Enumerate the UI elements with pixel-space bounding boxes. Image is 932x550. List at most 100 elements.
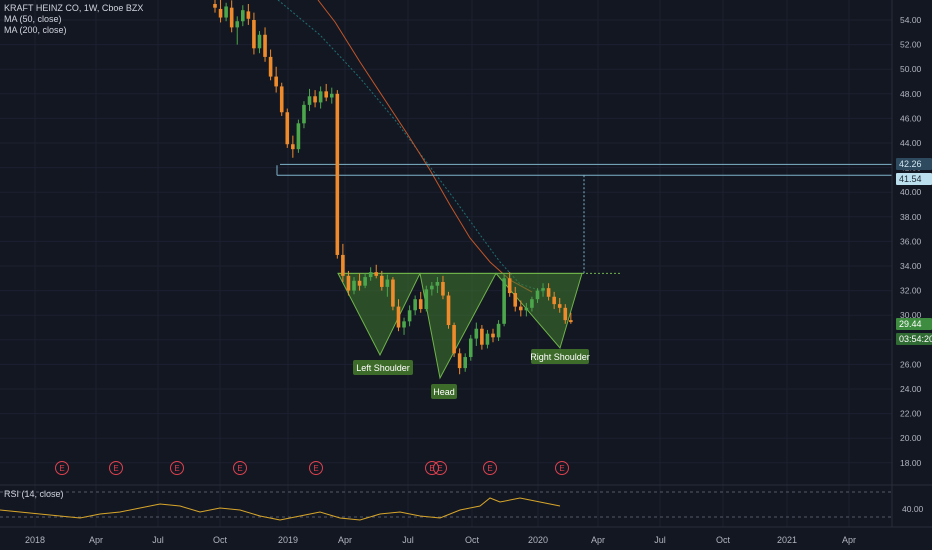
pattern-label: Head <box>433 387 455 397</box>
symbol-legend[interactable]: KRAFT HEINZ CO, 1W, Cboe BZX <box>4 3 144 13</box>
earnings-marker-label: E <box>174 464 179 473</box>
candle-body <box>513 293 518 307</box>
price-tick-label: 24.00 <box>900 384 922 394</box>
pattern-label: Right Shoulder <box>530 352 590 362</box>
candle-body <box>229 7 234 28</box>
time-tick-label: Apr <box>338 535 352 545</box>
candle-body <box>263 34 267 57</box>
candle-body <box>468 338 473 358</box>
candle-body <box>380 275 384 287</box>
price-tick-label: 34.00 <box>900 261 922 271</box>
price-tick-label: 26.00 <box>900 359 922 369</box>
rsi-legend[interactable]: RSI (14, close) <box>4 489 64 499</box>
candle-body <box>357 280 362 286</box>
candle-body <box>296 123 301 150</box>
candle-body <box>213 4 217 8</box>
time-tick-label: Oct <box>465 535 480 545</box>
earnings-marker <box>233 461 247 475</box>
candle-body <box>519 306 523 311</box>
time-tick-label: 2020 <box>528 535 548 545</box>
candle-body <box>268 56 273 77</box>
label-box <box>431 384 457 399</box>
candle-body <box>257 34 262 49</box>
rsi-tick-label: 40.00 <box>902 504 924 514</box>
candle-body <box>368 272 373 278</box>
earnings-marker-label: E <box>113 464 118 473</box>
earnings-marker <box>170 461 184 475</box>
candle-body <box>463 357 467 369</box>
time-tick-label: Apr <box>591 535 605 545</box>
pattern-label: Left Shoulder <box>356 363 410 373</box>
earnings-marker <box>483 461 497 475</box>
time-tick-label: 2019 <box>278 535 298 545</box>
candle-body <box>441 281 445 296</box>
label-box <box>353 360 413 375</box>
candle-body <box>546 288 551 297</box>
price-tick-label: 46.00 <box>900 113 922 123</box>
price-tick-label: 22.00 <box>900 409 922 419</box>
candle-body <box>218 8 223 18</box>
ma50-legend[interactable]: MA (50, close) <box>4 14 62 24</box>
earnings-marker <box>109 461 123 475</box>
price-tick-label: 30.00 <box>900 310 922 320</box>
candle-body <box>291 144 295 150</box>
time-tick-label: Oct <box>213 535 228 545</box>
price-tick-label: 32.00 <box>900 286 922 296</box>
candle-body <box>274 76 278 87</box>
earnings-marker <box>555 461 569 475</box>
candle-body <box>324 91 328 98</box>
time-tick-label: 2018 <box>25 535 45 545</box>
candle-body <box>307 96 312 105</box>
candle-body <box>457 353 462 369</box>
price-tick-label: 48.00 <box>900 89 922 99</box>
candlestick-series <box>213 0 573 375</box>
candle-body <box>552 296 556 305</box>
candle-body <box>363 277 367 286</box>
candle-body <box>402 321 406 328</box>
ma200-legend[interactable]: MA (200, close) <box>4 25 67 35</box>
candle-body <box>502 278 506 324</box>
chart-grid <box>0 0 892 527</box>
bar-countdown: 03:54:20 <box>896 333 932 345</box>
candle-body <box>407 310 412 322</box>
time-tick-label: Jul <box>654 535 666 545</box>
candle-body <box>224 6 228 18</box>
candle-body <box>541 288 545 291</box>
candle-body <box>241 10 245 22</box>
candle-body <box>491 333 495 338</box>
head-and-shoulders-pattern <box>337 272 622 380</box>
candle-body <box>235 21 240 28</box>
earnings-marker <box>309 461 323 475</box>
candle-body <box>252 20 256 49</box>
candle-body <box>346 275 351 291</box>
price-tag-upper: 42.26 <box>896 158 932 170</box>
price-tick-label: 20.00 <box>900 433 922 443</box>
candle-body <box>413 299 417 311</box>
ma200-line <box>317 0 533 293</box>
candle-body <box>507 278 512 294</box>
candle-body <box>474 328 479 339</box>
candle-body <box>430 285 434 290</box>
time-tick-label: 2021 <box>777 535 797 545</box>
candle-body <box>313 96 317 103</box>
candle-body <box>557 304 562 308</box>
candle-body <box>435 281 440 286</box>
earnings-marker-label: E <box>429 464 434 473</box>
candle-body <box>374 272 379 276</box>
pattern-labels: Left Shoulder Head Right Shoulder <box>353 349 590 399</box>
price-tick-label: 40.00 <box>900 187 922 197</box>
earnings-marker-label: E <box>559 464 564 473</box>
candle-body <box>530 299 534 308</box>
candle-body <box>418 299 423 310</box>
time-tick-label: Apr <box>89 535 103 545</box>
candle-body <box>563 307 568 321</box>
candle-body <box>335 93 340 255</box>
candle-body <box>246 11 251 19</box>
price-tick-label: 18.00 <box>900 458 922 468</box>
earnings-marker-label: E <box>313 464 318 473</box>
earnings-marker-label: E <box>437 464 442 473</box>
price-tick-label: 52.00 <box>900 40 922 50</box>
candle-body <box>302 104 306 124</box>
